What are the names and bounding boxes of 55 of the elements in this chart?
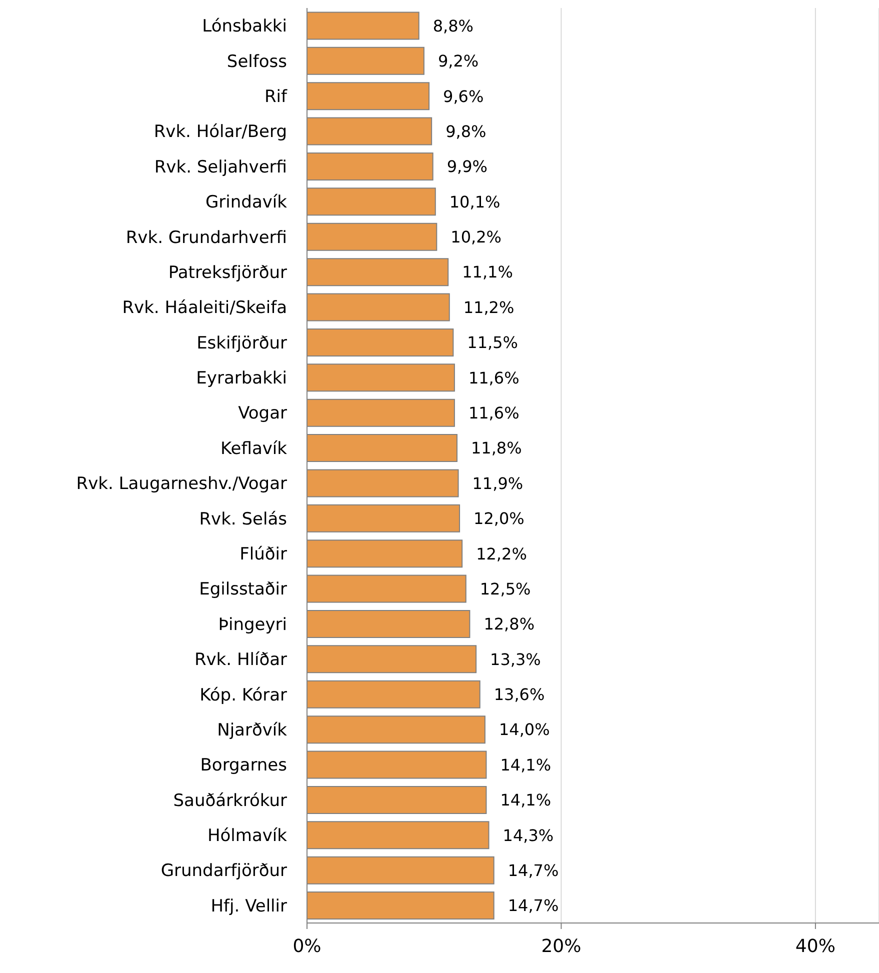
y-tick-label: Vogar [238,404,287,424]
data-label: 11,8% [470,438,522,458]
y-tick-label: Rvk. Hólar/Berg [154,122,287,142]
data-label: 12,2% [476,544,527,564]
x-tick-label: 40% [795,936,836,957]
data-label: 13,3% [490,650,541,669]
y-tick-label: Eskifjörður [196,333,287,354]
data-label: 9,6% [443,86,484,106]
y-tick-label: Grundarfjörður [160,861,288,882]
data-label: 11,2% [463,298,514,317]
y-tick-label: Rvk. Háaleiti/Skeifa [122,298,287,318]
data-label: 11,9% [472,474,524,493]
data-label: 11,5% [467,333,518,352]
y-tick-label: Hfj. Vellir [210,896,287,916]
data-label: 10,1% [449,192,500,212]
data-label: 11,6% [468,404,520,423]
y-tick-label: Njarðvík [217,720,288,740]
y-tick-label: Selfoss [226,52,288,72]
data-label: 12,0% [474,509,524,528]
y-tick-label: Borgarnes [200,756,288,776]
y-tick-label: Rvk. Selás [199,509,288,530]
data-label: 11,6% [468,368,520,388]
y-tick-label: Lónsbakki [202,16,287,37]
y-tick-label: Rvk. Laugarneshv./Vogar [76,474,288,494]
data-label: 12,8% [484,614,535,634]
x-tick-label: 0% [292,936,322,957]
y-tick-label: Rif [264,87,288,108]
y-tick-label: Flúðir [240,544,288,565]
y-tick-label: Kóp. Kórar [200,685,288,706]
y-tick-label: Rvk. Seljahverfi [154,157,287,178]
data-label: 14,7% [508,896,559,916]
data-label: 14,3% [502,826,554,845]
y-tick-label: Keflavík [220,438,288,459]
x-tick-label: 20% [541,936,582,957]
data-label: 9,2% [438,52,479,71]
data-label: 14,7% [508,861,559,880]
data-label: 14,1% [500,790,552,810]
data-label: 13,6% [494,685,545,704]
y-tick-label: Hólmavík [207,826,288,846]
data-label: 14,1% [500,755,552,774]
y-tick-label: Patreksfjörður [168,262,287,283]
data-label: 10,2% [450,228,502,247]
y-tick-label: Rvk. Grundarhverfi [126,228,287,248]
data-label: 8,8% [432,16,474,36]
data-label: 12,5% [480,579,531,598]
y-tick-label: Eyrarbakki [196,368,287,389]
data-label: 14,0% [498,720,550,740]
y-tick-label: Rvk. Hlíðar [194,650,288,670]
y-tick-label: Grindavík [206,192,288,213]
y-tick-label: Egilsstaðir [199,580,288,600]
data-label: 11,1% [462,262,513,282]
y-tick-label: Sauðárkrókur [173,790,287,811]
y-tick-label: Þingeyri [218,614,287,635]
data-label: 9,9% [446,157,488,176]
data-label: 9,8% [446,122,486,141]
